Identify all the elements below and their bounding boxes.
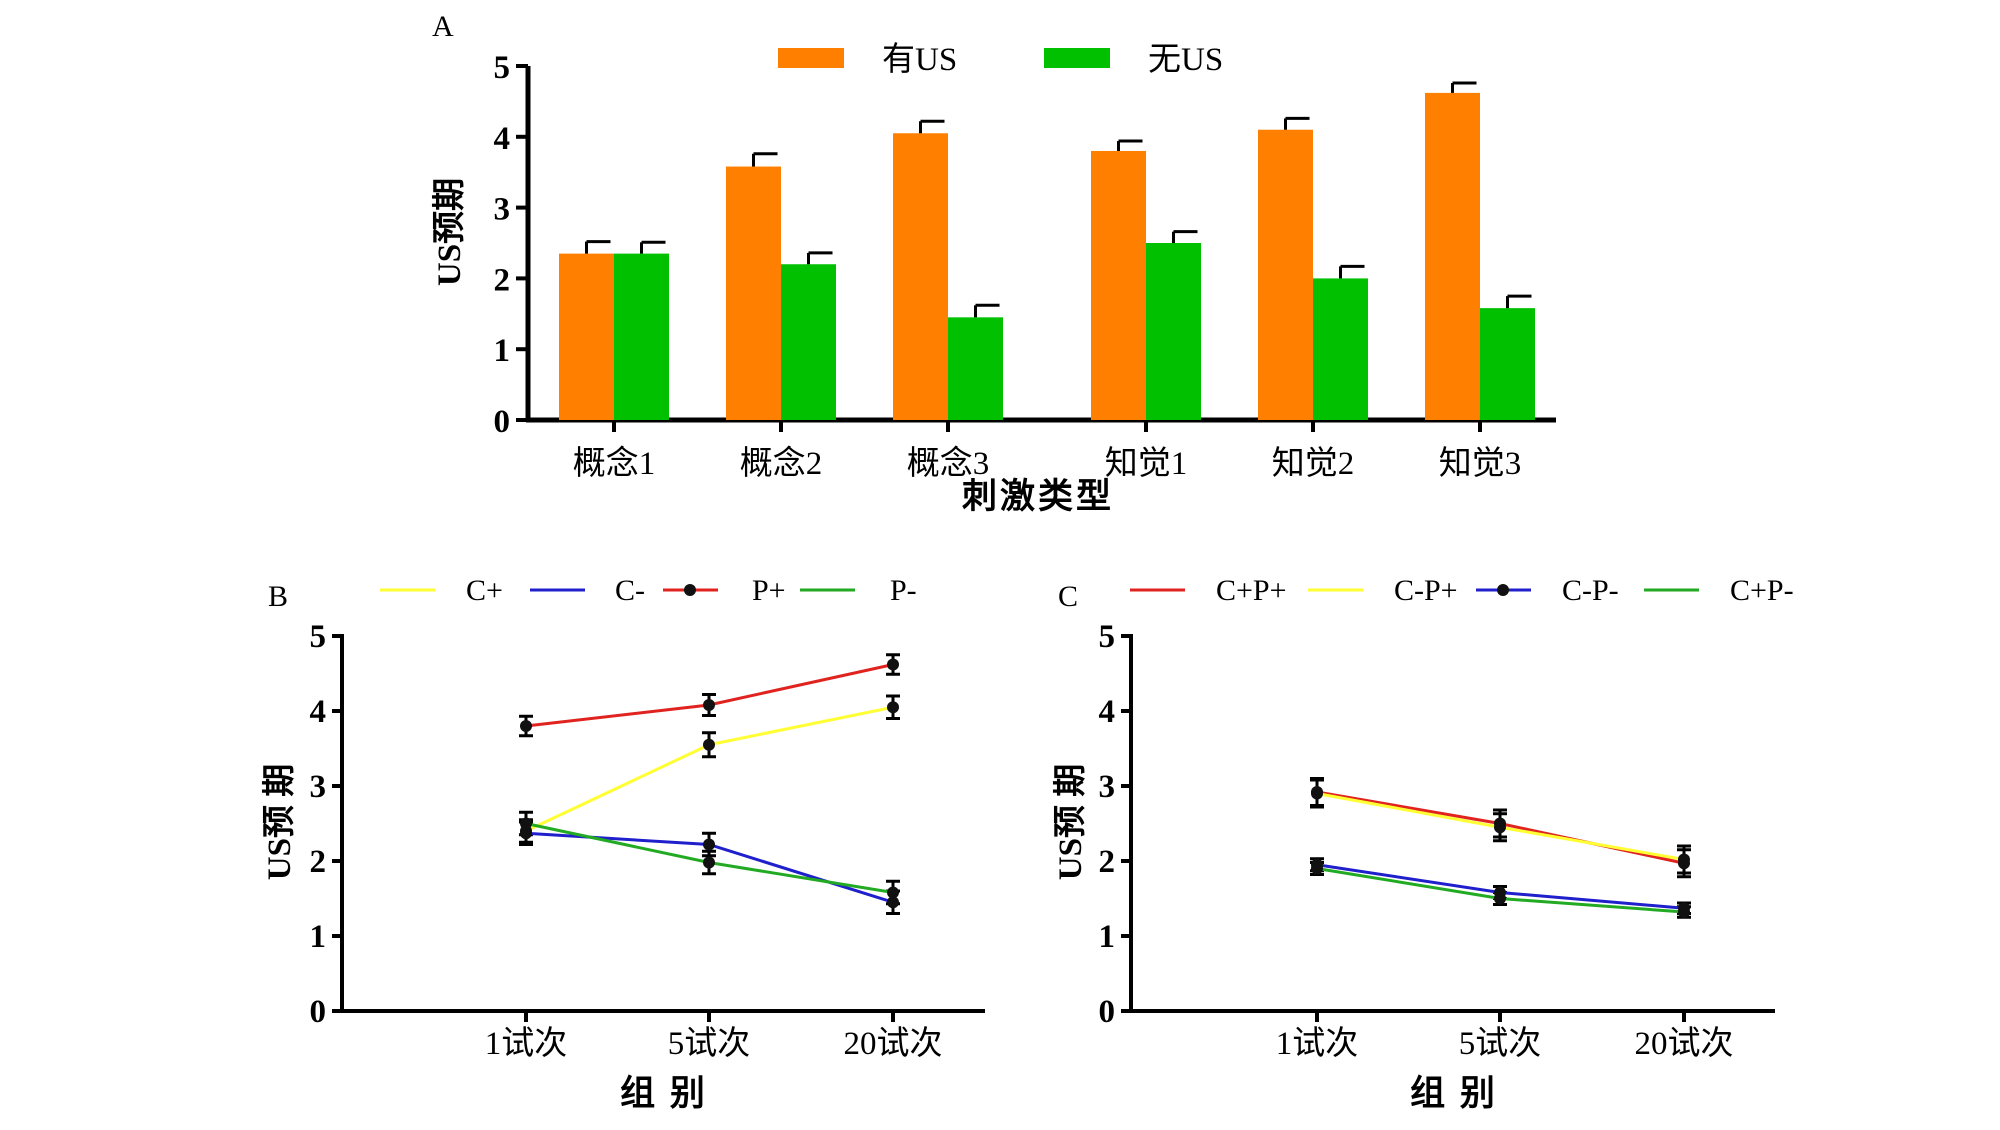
- panel-b-data-point: [703, 738, 715, 751]
- panel-a-bar: [1313, 278, 1368, 420]
- panel-a-category-label: 概念3: [907, 445, 990, 482]
- panel-c-data-point: [1311, 787, 1323, 800]
- panel-a-legend-label: 无US: [1148, 42, 1223, 78]
- panel-a-legend-swatch: [778, 48, 844, 68]
- panel-a-y-tick-label: 5: [494, 50, 511, 86]
- panel-c-legend-label: C-P+: [1394, 574, 1458, 607]
- panel-c-y-tick-label: 2: [1099, 844, 1116, 880]
- panel-b-y-axis-label: US预 期: [261, 764, 298, 880]
- panel-b-data-point: [520, 827, 532, 840]
- panel-a-category-label: 概念1: [573, 445, 656, 482]
- panel-a-bar: [1091, 150, 1146, 420]
- panel-c-x-tick-label: 20试次: [1635, 1025, 1734, 1062]
- panel-c-data-point: [1494, 892, 1506, 905]
- panel-c-legend-label: C-P-: [1562, 574, 1619, 607]
- panel-a-legend-label: 有US: [882, 41, 957, 78]
- panel-c-y-tick-label: 1: [1099, 919, 1116, 955]
- panel-b-data-point: [520, 817, 532, 830]
- panel-b-y-tick-label: 4: [310, 694, 327, 730]
- panel-b-data-point: [887, 896, 899, 909]
- panel-b-y-tick-label: 2: [310, 844, 327, 880]
- panel-b-x-tick-label: 1试次: [485, 1025, 568, 1062]
- panel-a-x-axis-label: 刺激类型: [962, 477, 1114, 516]
- panel-a-category-label: 知觉3: [1439, 445, 1522, 482]
- panel-c-legend-label: C+P+: [1216, 574, 1287, 607]
- panel-a-y-tick-label: 0: [494, 404, 511, 440]
- panel-b-legend-label: P+: [752, 574, 786, 607]
- panel-a-bar: [726, 166, 781, 420]
- panel-b-data-point: [887, 658, 899, 671]
- panel-a-y-tick-label: 4: [494, 121, 511, 157]
- panel-b-data-point: [887, 701, 899, 714]
- panel-a-category-label: 概念2: [740, 445, 823, 482]
- panel-b-x-tick-label: 20试次: [844, 1025, 943, 1062]
- panel-b-data-point: [703, 856, 715, 869]
- panel-c-legend-label: C+P-: [1730, 574, 1794, 607]
- panel-letter-b: B: [268, 580, 288, 613]
- panel-b-x-tick-label: 5试次: [668, 1025, 751, 1062]
- panel-b-line-chart: 0 1 2 3 4 5 1试次 5试次 20试次 C+ C- P+ P- US预 期 组 别: [261, 574, 985, 1113]
- panel-a-bar: [1480, 308, 1535, 420]
- panel-a-category-label: 知觉2: [1272, 445, 1355, 482]
- panel-c-data-point: [1678, 906, 1690, 918]
- panel-c-y-tick-label: 5: [1099, 619, 1116, 655]
- panel-c-x-tick-label: 1试次: [1276, 1025, 1359, 1062]
- panel-c-data-point: [1311, 862, 1323, 875]
- panel-letter-c: C: [1058, 580, 1078, 613]
- panel-b-legend-marker: [684, 584, 696, 596]
- panel-b-data-point: [703, 838, 715, 851]
- panel-c-data-point: [1494, 821, 1506, 834]
- panel-b-data-point: [887, 886, 899, 899]
- panel-a-y-axis-label: US预期: [431, 178, 468, 286]
- panel-letter-a: A: [432, 10, 454, 43]
- panel-a-bar: [781, 264, 836, 420]
- panel-b-legend-label: C+: [466, 574, 503, 607]
- panel-a-bar-chart: 0 1 2 3 4 5 概念1 概念2 概念3 知觉1 知觉2 知觉3 有US 无US US预期 刺激…: [431, 41, 1556, 516]
- panel-b-y-tick-label: 3: [310, 769, 327, 805]
- panel-b-data-point: [703, 699, 715, 711]
- panel-c-y-tick-label: 4: [1099, 694, 1116, 730]
- panel-a-bar: [614, 253, 669, 420]
- panel-a-bar: [1146, 243, 1201, 420]
- panel-c-y-tick-label: 0: [1099, 994, 1116, 1030]
- panel-a-category-label: 知觉1: [1105, 445, 1188, 482]
- panel-c-legend-marker: [1497, 584, 1509, 596]
- panel-a-legend-swatch: [1044, 48, 1110, 68]
- panel-c-x-axis-label: 组 别: [1410, 1074, 1498, 1113]
- panel-a-bar: [1258, 129, 1313, 420]
- panel-b-legend-label: C-: [615, 574, 645, 607]
- panel-a-y-tick-label: 1: [494, 333, 511, 369]
- panel-c-y-axis-label: US预 期: [1052, 764, 1089, 880]
- panel-c-data-point: [1678, 853, 1690, 866]
- panel-b-x-axis-label: 组 别: [620, 1074, 708, 1113]
- panel-c-y-tick-label: 3: [1099, 769, 1116, 805]
- panel-a-bar: [893, 133, 948, 420]
- panel-b-series-line: [525, 705, 894, 833]
- panel-c-x-tick-label: 5试次: [1459, 1025, 1542, 1062]
- panel-a-bar: [948, 317, 1003, 420]
- panel-a-bar: [559, 253, 614, 420]
- panel-b-legend-label: P-: [890, 574, 917, 607]
- panel-a-bar: [1425, 92, 1480, 421]
- panel-b-y-tick-label: 1: [310, 919, 327, 955]
- panel-a-y-tick-label: 3: [494, 192, 511, 228]
- panel-a-y-tick-label: 2: [494, 262, 511, 298]
- panel-b-y-tick-label: 5: [310, 619, 327, 655]
- panel-b-y-tick-label: 0: [310, 994, 327, 1030]
- panel-b-data-point: [520, 720, 532, 732]
- panel-c-line-chart: 0 1 2 3 4 5 1试次 5试次 20试次 C+P+ C-P+ C-P- C+P- US预 期…: [1052, 574, 1794, 1113]
